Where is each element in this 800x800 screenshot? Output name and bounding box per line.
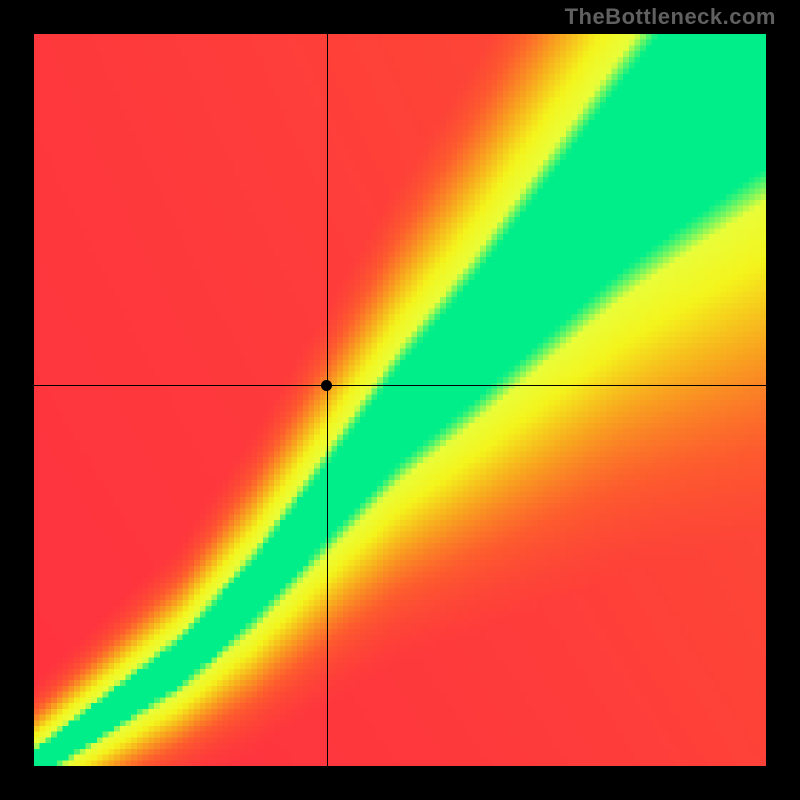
watermark-text: TheBottleneck.com [565, 4, 776, 30]
plot-area [34, 34, 766, 766]
bottleneck-heatmap [34, 34, 766, 766]
chart-frame: TheBottleneck.com [0, 0, 800, 800]
